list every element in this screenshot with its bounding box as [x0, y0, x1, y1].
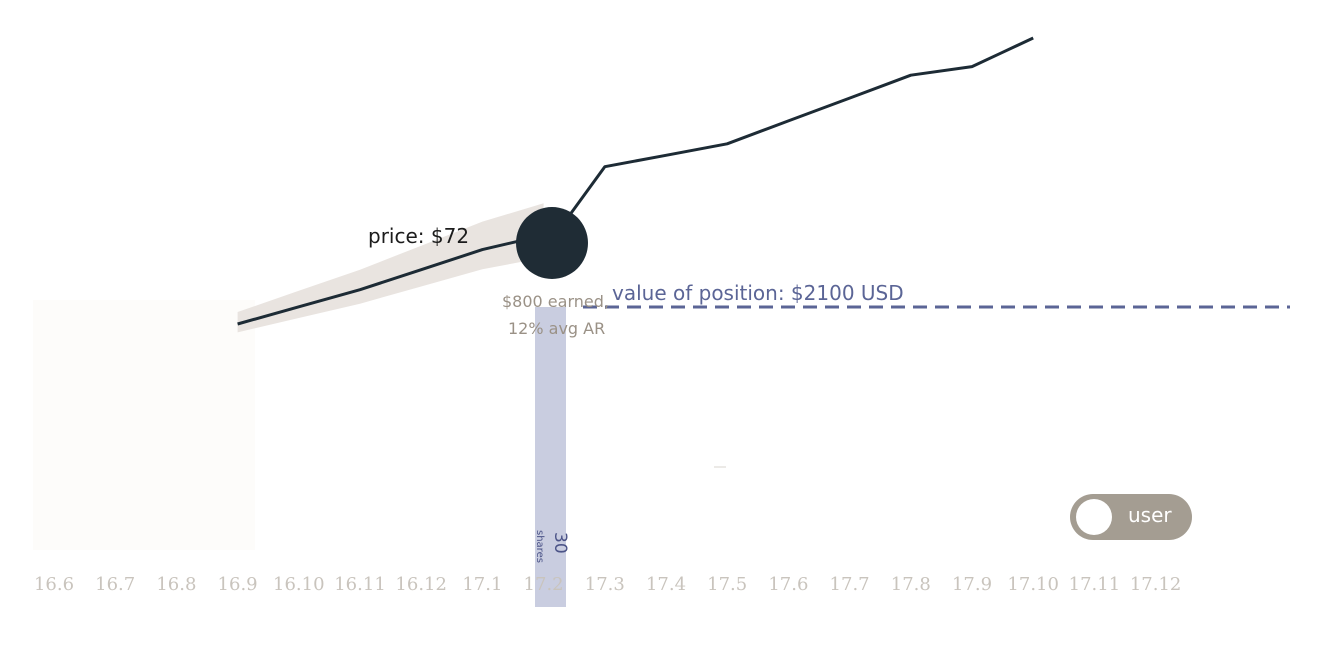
x-tick-label: 17.5: [707, 574, 747, 595]
earned-label: $800 earned,: [502, 292, 609, 311]
x-tick-label: 16.12: [395, 574, 447, 595]
price-marker[interactable]: [516, 207, 588, 279]
x-tick-label: 16.8: [156, 574, 196, 595]
x-tick-label: 17.4: [646, 574, 686, 595]
x-tick-label: 17.2: [524, 574, 564, 595]
chart-left-panel: [33, 300, 255, 550]
x-tick-label: 17.6: [768, 574, 808, 595]
x-tick-label: 17.3: [585, 574, 625, 595]
price-label: price: $72: [368, 224, 469, 248]
x-tick-label: 16.6: [34, 574, 74, 595]
position-value-label: value of position: $2100 USD: [612, 281, 904, 305]
x-tick-label: 16.7: [95, 574, 135, 595]
price-range-band: [238, 203, 544, 332]
x-tick-label: 17.11: [1069, 574, 1121, 595]
x-tick-label: 16.10: [273, 574, 325, 595]
shares-count: 30: [550, 532, 570, 554]
shares-unit: shares: [534, 530, 545, 563]
x-axis-ticks: 16.6 16.7 16.8 16.9 16.10 16.11 16.12 17.1 17.2 1…: [34, 574, 1181, 595]
user-toggle[interactable]: user: [1070, 494, 1192, 540]
x-tick-label: 16.11: [334, 574, 386, 595]
x-tick-label: 17.12: [1130, 574, 1182, 595]
x-tick-label: 17.8: [891, 574, 931, 595]
x-tick-label: 17.10: [1007, 574, 1059, 595]
toggle-knob[interactable]: [1076, 499, 1112, 535]
avg-return-label: 12% avg AR: [508, 319, 605, 338]
x-tick-label: 16.9: [218, 574, 258, 595]
x-tick-label: 17.7: [830, 574, 870, 595]
toggle-label: user: [1128, 503, 1172, 527]
x-tick-label: 17.9: [952, 574, 992, 595]
x-tick-label: 17.1: [462, 574, 502, 595]
